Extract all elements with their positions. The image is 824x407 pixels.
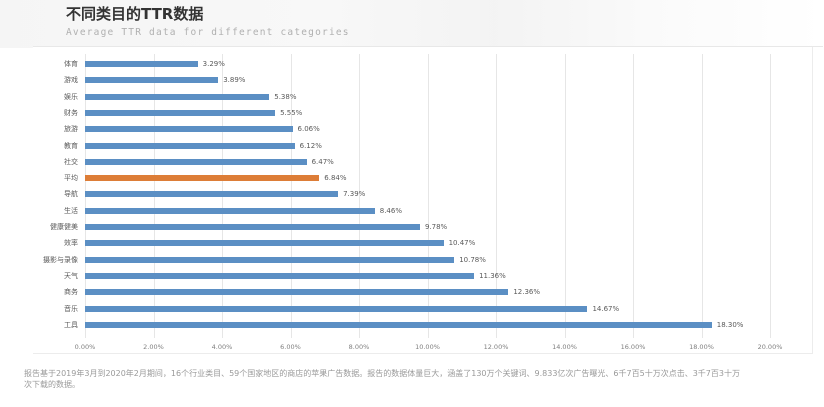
category-label: 平均 (64, 174, 78, 183)
category-bar (85, 289, 509, 296)
category-label: 旅游 (64, 125, 78, 134)
value-label: 10.47% (448, 239, 476, 248)
value-label: 12.36% (513, 288, 541, 297)
value-label: 5.38% (274, 92, 297, 101)
category-label: 摄影与录像 (43, 255, 78, 264)
value-label: 6.06% (297, 125, 320, 134)
category-bar (85, 256, 455, 263)
chart-subtitle: Average TTR data for different categorie… (66, 27, 350, 38)
category-label: 效率 (64, 239, 78, 248)
category-label: 体育 (64, 60, 78, 68)
value-label: 10.78% (459, 255, 486, 264)
value-label: 3.89% (223, 76, 246, 85)
gridline (427, 54, 429, 338)
category-bar (85, 93, 270, 100)
chart-header: 不同类目的TTR数据 Average TTR data for differen… (66, 4, 350, 40)
average-bar (85, 175, 320, 182)
x-tick-label: 2.00% (143, 343, 164, 351)
value-label: 18.30% (716, 320, 744, 329)
x-tick-label: 8.00% (348, 343, 370, 351)
category-label: 游戏 (64, 76, 78, 85)
category-bar (85, 77, 219, 84)
gridline (496, 54, 497, 338)
category-label: 天气 (64, 271, 78, 280)
value-label: 3.29% (202, 60, 225, 68)
x-tick-label: 12.00% (483, 343, 509, 351)
gridline (770, 54, 771, 338)
x-tick-label: 10.00% (415, 343, 440, 351)
value-label: 8.46% (379, 206, 402, 215)
gridline (701, 54, 703, 338)
value-label: 5.55% (280, 108, 303, 117)
x-tick-label: 18.00% (689, 343, 714, 351)
x-tick-label: 16.00% (620, 343, 646, 351)
category-bar (85, 126, 293, 133)
value-label: 6.47% (311, 157, 334, 166)
category-label: 生活 (64, 206, 78, 215)
category-bar (85, 305, 588, 312)
value-label: 6.12% (299, 141, 322, 150)
x-tick-label: 14.00% (552, 343, 577, 351)
value-label: 6.84% (324, 174, 347, 183)
x-tick-label: 6.00% (280, 343, 301, 351)
header-divider (33, 46, 823, 47)
header-background (0, 0, 824, 48)
footnote: 报告基于2019年3月到2020年2月期间，16个行业类目、59个国家地区的商店… (24, 369, 740, 389)
value-label: 14.67% (592, 304, 620, 313)
x-tick-label: 20.00% (757, 343, 783, 351)
category-label: 导航 (64, 190, 78, 199)
category-bar (85, 321, 712, 328)
category-bar (85, 109, 276, 116)
category-bar (85, 207, 375, 214)
gridline (633, 54, 634, 338)
value-label: 7.39% (343, 190, 366, 199)
category-label: 音乐 (64, 304, 78, 313)
category-label: 商务 (64, 288, 78, 297)
value-label: 11.36% (479, 271, 506, 280)
category-label: 财务 (64, 108, 78, 117)
category-label: 健康健美 (50, 223, 78, 231)
category-bar (85, 240, 444, 247)
x-tick-label: 0.00% (74, 343, 96, 351)
chart-title: 不同类目的TTR数据 (66, 5, 204, 23)
gridline (564, 54, 566, 338)
category-label: 教育 (64, 141, 78, 150)
category-bar (85, 158, 307, 165)
category-label: 娱乐 (64, 92, 78, 101)
category-bar (85, 191, 339, 198)
category-bar (85, 61, 198, 67)
x-tick-label: 4.00% (211, 343, 233, 351)
category-label: 社交 (64, 157, 78, 166)
category-bar (85, 224, 420, 230)
category-label: 工具 (64, 320, 78, 329)
category-bar (85, 142, 295, 149)
gridline (359, 54, 360, 338)
category-bar (85, 272, 475, 279)
value-label: 9.78% (424, 223, 448, 231)
